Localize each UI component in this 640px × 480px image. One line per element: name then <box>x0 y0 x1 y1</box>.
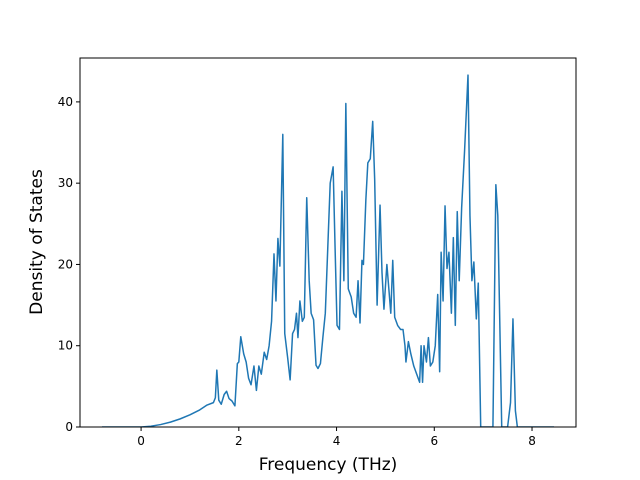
y-tick-label: 30 <box>58 176 73 190</box>
y-axis-label: Density of States <box>27 169 47 315</box>
x-tick-label: 0 <box>137 434 145 448</box>
x-axis-label: Frequency (THz) <box>259 455 398 475</box>
x-tick-label: 6 <box>430 434 438 448</box>
density-line <box>101 74 555 427</box>
x-tick-label: 2 <box>235 434 243 448</box>
y-tick-label: 40 <box>58 95 73 109</box>
x-tick-label: 4 <box>333 434 341 448</box>
y-tick-label: 0 <box>65 420 73 434</box>
y-tick-label: 10 <box>58 339 73 353</box>
y-tick-label: 20 <box>58 257 73 271</box>
x-tick-label: 8 <box>528 434 536 448</box>
plot-frame <box>79 57 577 428</box>
